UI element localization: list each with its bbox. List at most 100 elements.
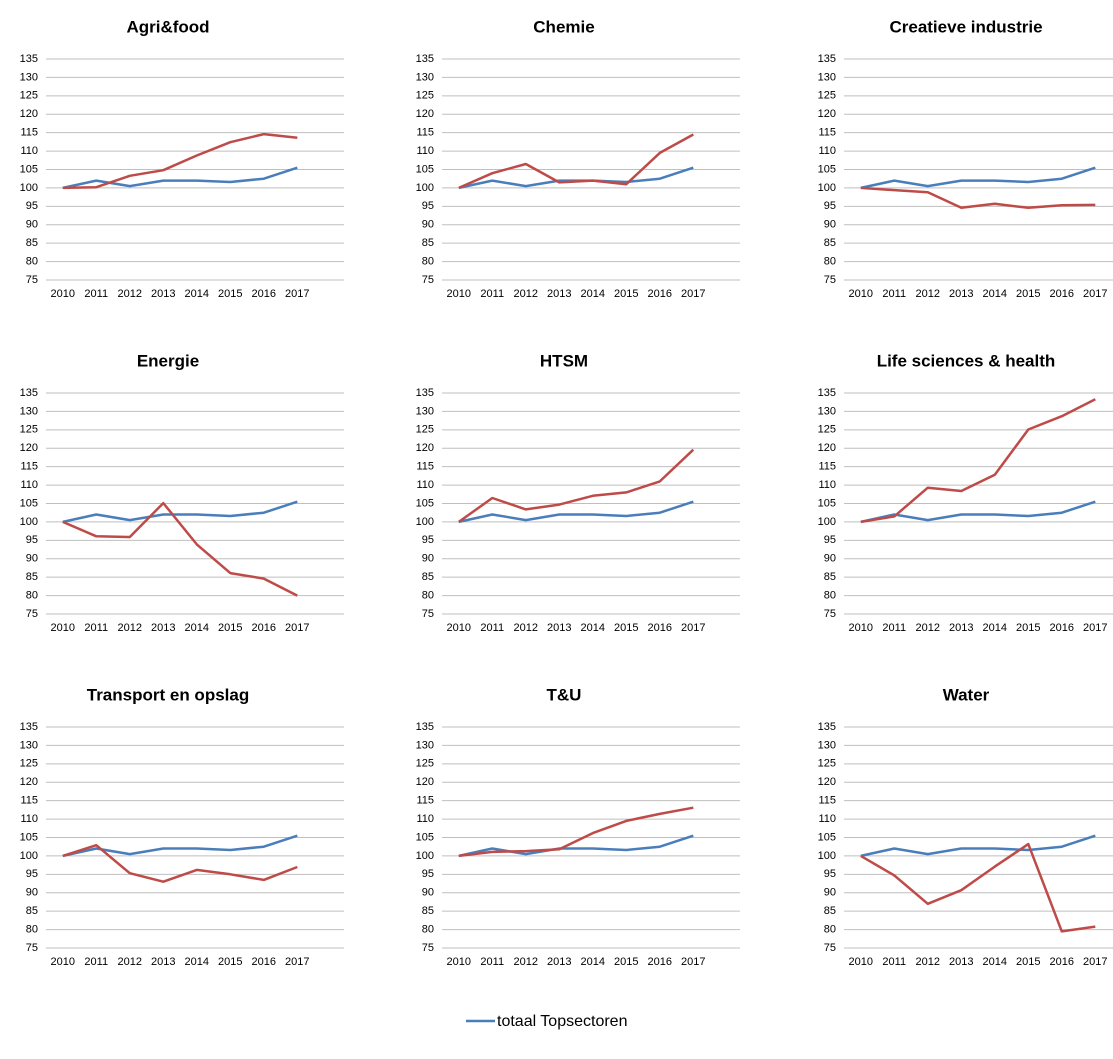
x-tick-label: 2014 [581,288,605,300]
y-tick-label: 85 [422,571,434,583]
y-tick-label: 135 [818,387,836,399]
y-tick-label: 85 [824,571,836,583]
series-line [458,448,695,523]
x-tick-label: 2016 [252,288,276,300]
y-tick-label: 75 [824,608,836,620]
series-line [860,166,1096,190]
x-tick-label: 2013 [151,288,175,300]
y-tick-label: 100 [818,850,836,862]
y-tick-label: 85 [422,237,434,249]
x-tick-label: 2016 [252,956,276,968]
x-tick-label: 2012 [916,956,940,968]
x-tick-label: 2010 [51,622,75,634]
y-tick-label: 90 [422,553,434,565]
y-tick-label: 95 [422,534,434,546]
x-tick-label: 2017 [285,622,309,634]
x-tick-label: 2010 [447,956,471,968]
y-tick-label: 110 [416,479,434,491]
x-tick-label: 2012 [514,622,538,634]
x-tick-label: 2016 [1050,956,1074,968]
series-line [62,166,298,190]
y-tick-label: 95 [26,534,38,546]
y-tick-label: 75 [824,274,836,286]
x-tick-label: 2014 [185,622,209,634]
x-tick-label: 2014 [983,622,1007,634]
y-tick-label: 135 [20,53,38,65]
y-tick-label: 125 [20,424,38,436]
chart-title: HTSM [540,351,588,370]
y-tick-label: 95 [422,868,434,880]
y-tick-label: 120 [416,442,434,454]
x-tick-label: 2015 [1016,622,1040,634]
y-tick-label: 75 [824,942,836,954]
x-tick-label: 2011 [84,622,108,634]
y-tick-label: 90 [824,887,836,899]
x-tick-label: 2011 [480,288,504,300]
y-tick-label: 125 [818,90,836,102]
x-tick-label: 2017 [1083,956,1107,968]
y-tick-label: 110 [818,145,836,157]
x-tick-label: 2011 [480,622,504,634]
x-tick-label: 2016 [1050,288,1074,300]
y-tick-label: 125 [416,90,434,102]
series-line [860,500,1096,524]
y-tick-label: 95 [26,868,38,880]
x-tick-label: 2012 [916,622,940,634]
y-tick-label: 85 [422,905,434,917]
series-line [458,806,694,858]
y-tick-label: 125 [416,758,434,770]
y-tick-label: 80 [824,255,836,267]
y-tick-label: 130 [20,71,38,83]
y-tick-label: 130 [416,405,434,417]
y-tick-label: 115 [818,461,836,473]
x-tick-label: 2015 [218,622,242,634]
x-tick-label: 2014 [185,956,209,968]
x-tick-label: 2011 [84,288,108,300]
y-tick-label: 115 [20,127,38,139]
x-tick-label: 2015 [218,956,242,968]
x-tick-label: 2012 [514,288,538,300]
y-tick-label: 100 [818,182,836,194]
y-tick-label: 115 [818,127,836,139]
y-tick-label: 120 [20,108,38,120]
y-tick-label: 95 [824,200,836,212]
y-tick-label: 80 [422,589,434,601]
y-tick-label: 75 [422,274,434,286]
y-tick-label: 85 [26,237,38,249]
y-tick-label: 100 [20,516,38,528]
y-tick-label: 105 [20,831,38,843]
x-tick-label: 2013 [949,956,973,968]
y-tick-label: 90 [422,887,434,899]
x-tick-label: 2010 [849,288,873,300]
y-tick-label: 95 [26,200,38,212]
chart-title: Energie [137,351,199,370]
chart-title: Creatieve industrie [889,17,1042,36]
y-tick-label: 105 [20,497,38,509]
y-tick-label: 115 [20,795,38,807]
x-tick-label: 2015 [614,622,638,634]
x-tick-label: 2017 [285,956,309,968]
x-tick-label: 2013 [547,956,571,968]
y-tick-label: 85 [26,571,38,583]
x-tick-label: 2010 [447,288,471,300]
series-line [62,501,298,597]
y-tick-label: 125 [818,758,836,770]
y-tick-label: 100 [20,850,38,862]
y-tick-label: 130 [818,739,836,751]
x-tick-label: 2015 [1016,956,1040,968]
y-tick-label: 110 [818,479,836,491]
x-tick-label: 2013 [151,622,175,634]
x-tick-label: 2013 [949,288,973,300]
x-tick-label: 2010 [849,956,873,968]
y-tick-label: 105 [818,163,836,175]
y-tick-label: 115 [416,127,434,139]
y-tick-label: 115 [416,795,434,807]
y-tick-label: 120 [416,108,434,120]
x-tick-label: 2010 [51,288,75,300]
x-tick-label: 2014 [581,622,605,634]
series-line [860,842,1096,933]
y-tick-label: 130 [20,405,38,417]
y-tick-label: 115 [20,461,38,473]
y-tick-label: 135 [20,387,38,399]
x-tick-label: 2016 [648,622,672,634]
